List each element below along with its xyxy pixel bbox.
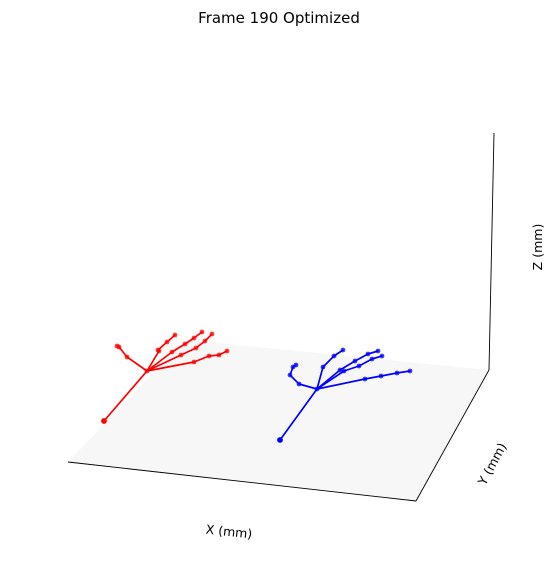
left-hand-joint-4 bbox=[114, 343, 120, 349]
right-hand-bone-6 bbox=[322, 355, 335, 368]
left-hand-bone-0 bbox=[103, 370, 148, 422]
left-hand-bone-17 bbox=[193, 355, 210, 363]
right-hand-joint-8 bbox=[340, 347, 346, 353]
left-hand-joint-6 bbox=[155, 347, 161, 353]
left-hand-joint-16 bbox=[209, 331, 215, 337]
right-hand-joint-5 bbox=[293, 362, 299, 368]
left-hand-joint-7 bbox=[164, 339, 170, 345]
right-hand-joint-13 bbox=[341, 368, 347, 374]
z-axis-line bbox=[488, 132, 495, 371]
left-hand-bone-1 bbox=[126, 356, 148, 372]
right-hand-bone-17 bbox=[364, 375, 382, 380]
right-hand-bone-12 bbox=[316, 370, 345, 390]
right-hand-joint-17 bbox=[362, 376, 368, 382]
left-hand-bone-8 bbox=[146, 351, 173, 372]
x-axis-line bbox=[67, 461, 417, 502]
plot-title: Frame 190 Optimized bbox=[198, 9, 360, 27]
left-hand-joint-18 bbox=[206, 353, 212, 359]
left-hand-bone-13 bbox=[180, 347, 197, 356]
right-hand-joint-0 bbox=[277, 437, 283, 443]
right-hand-joint-9 bbox=[337, 367, 343, 373]
right-hand-joint-18 bbox=[378, 373, 384, 379]
right-hand-joint-2 bbox=[296, 381, 302, 387]
right-hand-joint-20 bbox=[407, 368, 413, 374]
left-hand-joint-11 bbox=[191, 335, 197, 341]
left-hand-joint-17 bbox=[191, 359, 197, 365]
left-hand-joint-14 bbox=[193, 345, 199, 351]
left-hand-joint-12 bbox=[199, 329, 205, 335]
left-hand-joint-2 bbox=[124, 354, 130, 360]
right-hand-joint-3 bbox=[287, 372, 293, 378]
right-hand-joint-14 bbox=[356, 363, 362, 369]
left-hand-joint-15 bbox=[202, 338, 208, 344]
left-hand-joint-9 bbox=[169, 349, 175, 355]
z-axis-label: Z (mm) bbox=[530, 224, 545, 271]
right-hand-bone-5 bbox=[316, 366, 324, 390]
left-hand-skeleton bbox=[101, 329, 230, 424]
left-hand-joint-20 bbox=[224, 348, 230, 354]
right-hand-joint-12 bbox=[375, 348, 381, 354]
right-hand-bone-9 bbox=[339, 360, 356, 371]
left-hand-joint-1 bbox=[144, 368, 150, 374]
x-axis-label: X (mm) bbox=[205, 522, 253, 542]
right-hand-bone-13 bbox=[343, 365, 360, 372]
floor-pane bbox=[68, 340, 489, 501]
left-hand-joint-13 bbox=[178, 352, 184, 358]
left-hand-bone-4 bbox=[146, 350, 160, 372]
right-hand-joint-15 bbox=[369, 356, 375, 362]
right-hand-joint-7 bbox=[331, 353, 337, 359]
left-hand-bone-9 bbox=[171, 343, 186, 353]
right-hand-joint-19 bbox=[394, 370, 400, 376]
left-hand-joint-19 bbox=[216, 352, 222, 358]
left-hand-joint-10 bbox=[182, 341, 188, 347]
right-hand-bone-18 bbox=[380, 372, 398, 377]
right-hand-bone-16 bbox=[316, 378, 366, 390]
right-hand-joint-1 bbox=[314, 386, 320, 392]
right-hand-bone-14 bbox=[358, 358, 373, 367]
right-hand-bone-10 bbox=[354, 353, 369, 362]
right-hand-joint-6 bbox=[320, 364, 326, 370]
y-axis-label: Y (mm) bbox=[474, 440, 509, 488]
right-hand-joint-10 bbox=[352, 358, 358, 364]
left-hand-joint-0 bbox=[101, 418, 107, 424]
y-axis-line bbox=[415, 369, 490, 502]
right-hand-bone-1 bbox=[298, 383, 318, 390]
left-hand-bone-16 bbox=[146, 361, 195, 372]
right-hand-joint-11 bbox=[365, 351, 371, 357]
left-hand-joint-8 bbox=[172, 332, 178, 338]
right-hand-skeleton bbox=[277, 347, 413, 443]
right-hand-bone-0 bbox=[279, 388, 318, 441]
left-hand-bone-12 bbox=[146, 354, 182, 372]
right-hand-joint-16 bbox=[379, 353, 385, 359]
